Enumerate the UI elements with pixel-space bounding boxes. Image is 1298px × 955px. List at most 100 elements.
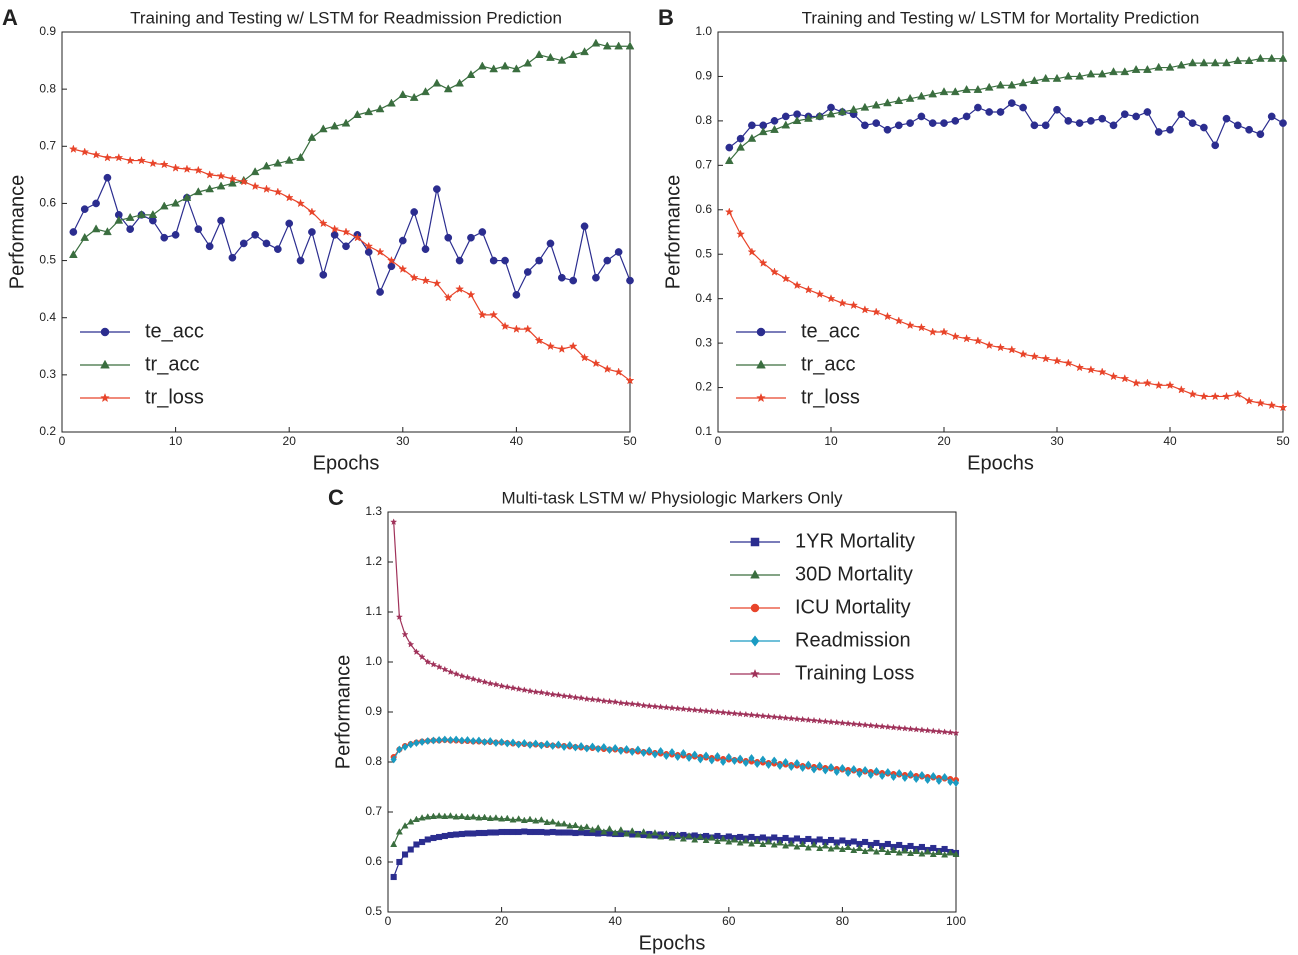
marker <box>296 152 305 161</box>
marker <box>872 722 881 730</box>
marker <box>444 233 453 242</box>
marker <box>407 846 414 853</box>
marker <box>1200 123 1208 132</box>
marker <box>816 717 824 725</box>
marker <box>906 725 915 733</box>
marker <box>826 293 836 303</box>
marker <box>318 218 328 228</box>
marker <box>679 705 687 713</box>
marker <box>262 184 271 193</box>
marker <box>509 684 517 692</box>
marker <box>102 153 112 162</box>
marker <box>501 256 509 265</box>
marker <box>546 341 555 351</box>
marker <box>401 822 409 829</box>
marker <box>572 743 579 752</box>
marker <box>720 757 727 767</box>
y-tick-label: 1.0 <box>695 24 712 38</box>
marker <box>464 735 471 745</box>
marker <box>1030 121 1039 130</box>
marker <box>781 714 790 722</box>
marker <box>951 117 960 125</box>
marker <box>657 833 665 840</box>
marker <box>861 121 869 130</box>
marker <box>1131 378 1141 387</box>
marker <box>458 736 465 745</box>
marker <box>750 569 760 579</box>
marker <box>492 680 500 688</box>
marker <box>532 828 539 836</box>
marker <box>708 834 716 841</box>
marker <box>296 256 305 265</box>
marker <box>916 322 926 332</box>
marker <box>1041 73 1051 82</box>
marker <box>583 744 590 753</box>
marker <box>1041 121 1050 130</box>
marker <box>816 844 824 851</box>
marker <box>1131 64 1141 73</box>
marker <box>792 280 802 290</box>
legend-label: tr_acc <box>145 353 199 375</box>
marker <box>538 828 545 836</box>
marker <box>458 830 465 838</box>
marker <box>566 822 574 829</box>
marker <box>523 58 533 67</box>
marker <box>907 842 914 850</box>
marker <box>623 744 630 754</box>
marker <box>307 132 317 141</box>
marker <box>100 359 110 369</box>
marker <box>239 177 249 186</box>
marker <box>737 754 744 763</box>
marker <box>149 216 157 225</box>
marker <box>560 742 568 752</box>
marker <box>883 311 892 321</box>
marker <box>747 133 757 142</box>
marker <box>466 290 476 299</box>
marker <box>725 752 732 762</box>
marker <box>962 84 971 93</box>
marker <box>595 744 602 754</box>
marker <box>421 245 430 253</box>
marker <box>1233 121 1242 130</box>
marker <box>492 829 499 836</box>
marker <box>515 828 522 836</box>
marker <box>941 845 948 853</box>
marker <box>602 41 612 50</box>
marker <box>560 820 568 827</box>
marker <box>216 181 226 190</box>
marker <box>611 698 619 706</box>
marker <box>452 813 460 820</box>
x-tick-label: 40 <box>510 434 524 448</box>
marker <box>487 736 494 746</box>
marker <box>594 696 602 704</box>
x-tick-label: 20 <box>937 434 951 448</box>
marker <box>756 327 766 337</box>
marker <box>623 830 631 837</box>
marker <box>1278 53 1288 62</box>
marker <box>453 831 460 838</box>
marker <box>679 835 687 842</box>
marker <box>171 163 181 172</box>
marker <box>759 840 767 847</box>
marker <box>867 721 875 729</box>
marker <box>1030 76 1039 85</box>
marker <box>862 765 869 775</box>
marker <box>526 815 534 822</box>
marker <box>901 773 908 783</box>
marker <box>702 707 710 715</box>
marker <box>463 673 472 681</box>
x-tick-label: 40 <box>609 914 623 928</box>
marker <box>480 678 489 686</box>
marker <box>486 814 494 821</box>
marker <box>537 688 545 696</box>
x-tick-label: 100 <box>946 914 966 928</box>
marker <box>890 846 898 853</box>
marker <box>500 321 510 331</box>
marker <box>617 826 625 833</box>
marker <box>702 836 710 843</box>
marker <box>952 778 960 788</box>
marker <box>1222 58 1231 67</box>
marker <box>821 842 829 849</box>
marker <box>792 116 802 125</box>
marker <box>889 723 898 731</box>
